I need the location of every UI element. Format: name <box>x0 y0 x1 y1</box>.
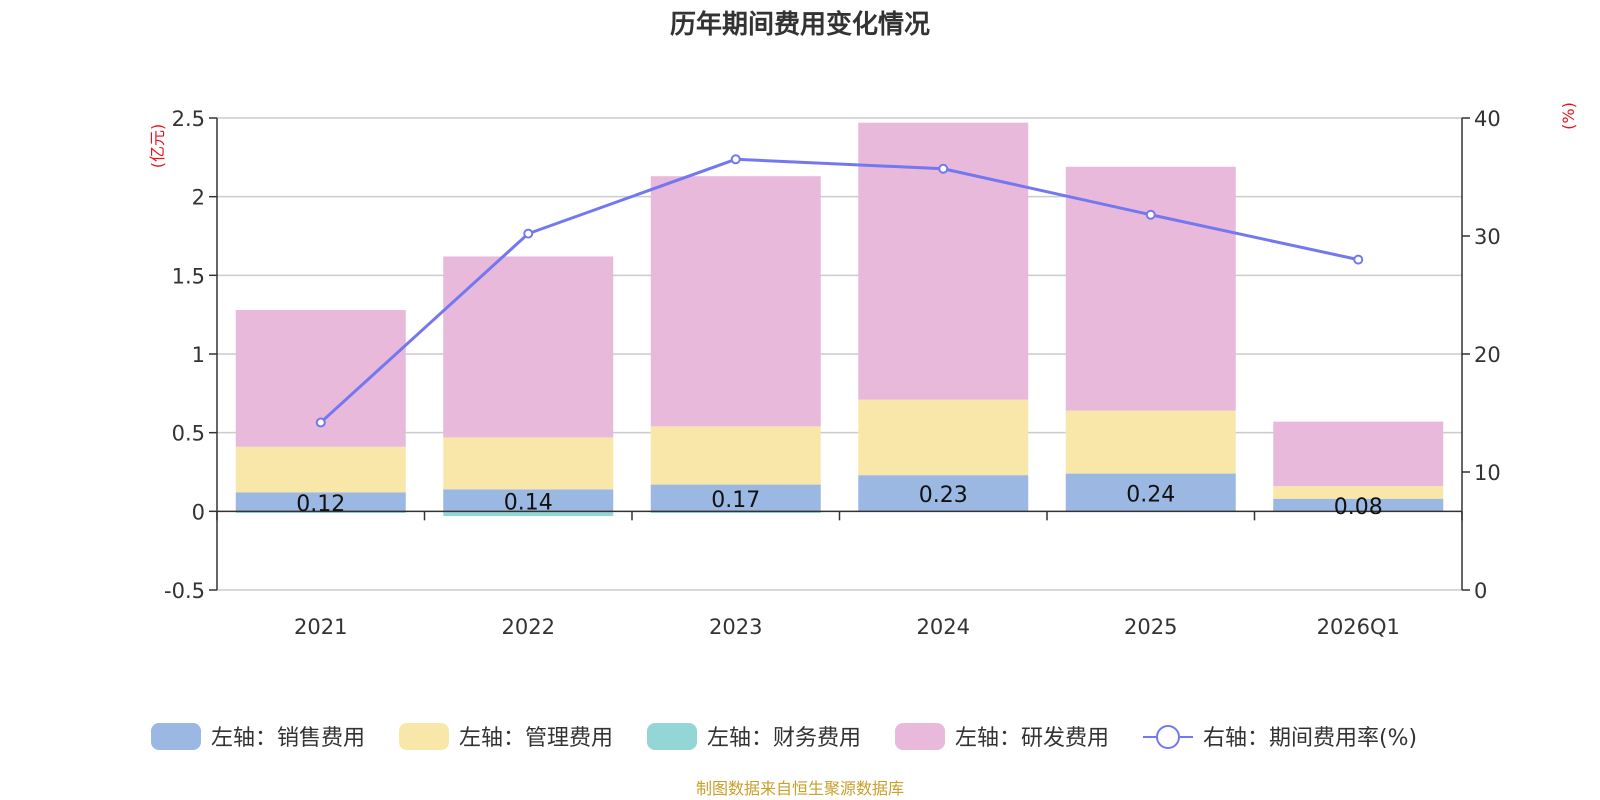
bar-segment <box>443 511 614 517</box>
bar-segment <box>858 475 1029 512</box>
bar-segment <box>650 176 821 427</box>
bar-segment <box>443 489 614 512</box>
bar-segment <box>235 492 406 512</box>
right-tick-label: 20 <box>1474 343 1501 367</box>
bar-layer <box>235 122 1444 517</box>
chart-title: 历年期间费用变化情况 <box>670 9 930 40</box>
bar-segment <box>858 399 1029 476</box>
legend-label: 右轴：期间费用率(%) <box>1203 726 1417 751</box>
legend-item[interactable]: 左轴：销售费用 <box>151 723 365 751</box>
rate-point[interactable] <box>938 163 949 174</box>
category-label: 2023 <box>709 615 762 639</box>
right-tick-label: 0 <box>1474 579 1487 603</box>
legend-item[interactable]: 左轴：财务费用 <box>647 723 861 751</box>
rate-point[interactable] <box>523 228 534 239</box>
bar-segment <box>443 437 614 490</box>
right-tick-label: 40 <box>1474 107 1501 131</box>
legend-label: 左轴：财务费用 <box>707 726 861 751</box>
legend-label: 左轴：管理费用 <box>459 726 613 751</box>
left-tick-label: -0.5 <box>164 579 205 603</box>
legend-label: 左轴：研发费用 <box>955 726 1109 751</box>
legend-item[interactable]: 右轴：期间费用率(%) <box>1143 725 1417 751</box>
legend-label: 左轴：销售费用 <box>211 726 365 751</box>
legend-item[interactable]: 左轴：管理费用 <box>399 723 613 751</box>
rate-point[interactable] <box>730 154 741 165</box>
bar-segment <box>650 484 821 512</box>
left-tick-label: 2.5 <box>172 107 205 131</box>
data-labels: 0.12 0.14 0.17 0.23 0.24 0.08 <box>296 482 1382 520</box>
legend-swatch <box>399 723 449 750</box>
line-layer <box>315 154 1364 428</box>
left-tick-label: 1 <box>192 343 205 367</box>
left-tick-label: 1.5 <box>172 264 205 288</box>
right-tick-label: 30 <box>1474 225 1501 249</box>
bar-segment <box>235 511 406 513</box>
right-tick-label: 10 <box>1474 461 1501 485</box>
legend-item[interactable]: 左轴：研发费用 <box>895 723 1109 751</box>
left-tick-label: 2 <box>192 186 205 210</box>
legend-swatch <box>151 723 201 750</box>
rate-point[interactable] <box>1353 254 1364 265</box>
rate-point[interactable] <box>315 417 326 428</box>
source-note: 制图数据来自恒生聚源数据库 <box>696 779 904 798</box>
left-axis-unit: (亿元) <box>148 124 167 169</box>
rate-point[interactable] <box>1145 209 1156 220</box>
legend-marker <box>1156 725 1180 749</box>
category-label: 2026Q1 <box>1317 615 1400 639</box>
category-label: 2025 <box>1124 615 1177 639</box>
axes: -0.5 0 0.5 1 1.5 2 2.5 0 10 20 30 40 2021 2022 2023 202… <box>164 107 1501 639</box>
bar-segment <box>650 426 821 485</box>
bar-segment <box>1273 498 1444 512</box>
data-label: 0.23 <box>919 483 968 508</box>
bar-segment <box>650 511 821 513</box>
legend-swatch <box>647 723 697 750</box>
category-label: 2021 <box>294 615 347 639</box>
bar-segment <box>1273 421 1444 487</box>
data-label: 0.08 <box>1334 495 1383 520</box>
bar-segment <box>443 256 614 438</box>
left-tick-label: 0 <box>192 500 205 524</box>
legend: 左轴：销售费用 左轴：管理费用 左轴：财务费用 左轴：研发费用 右轴：期间费用率(%) <box>151 723 1417 751</box>
right-axis-unit: (%) <box>1559 102 1578 130</box>
data-label: 0.17 <box>711 488 760 513</box>
bar-segment <box>1065 410 1236 474</box>
data-label: 0.24 <box>1126 482 1175 507</box>
bar-segment <box>1273 486 1444 499</box>
grid <box>217 117 1462 591</box>
legend-swatch <box>895 723 945 750</box>
bar-segment <box>1065 473 1236 512</box>
category-label: 2022 <box>502 615 555 639</box>
bar-segment <box>1065 166 1236 411</box>
category-label: 2024 <box>917 615 970 639</box>
data-label: 0.12 <box>296 492 345 517</box>
bar-segment <box>235 446 406 493</box>
rate-line <box>319 157 1359 424</box>
data-label: 0.14 <box>504 490 553 515</box>
left-tick-label: 0.5 <box>172 422 205 446</box>
